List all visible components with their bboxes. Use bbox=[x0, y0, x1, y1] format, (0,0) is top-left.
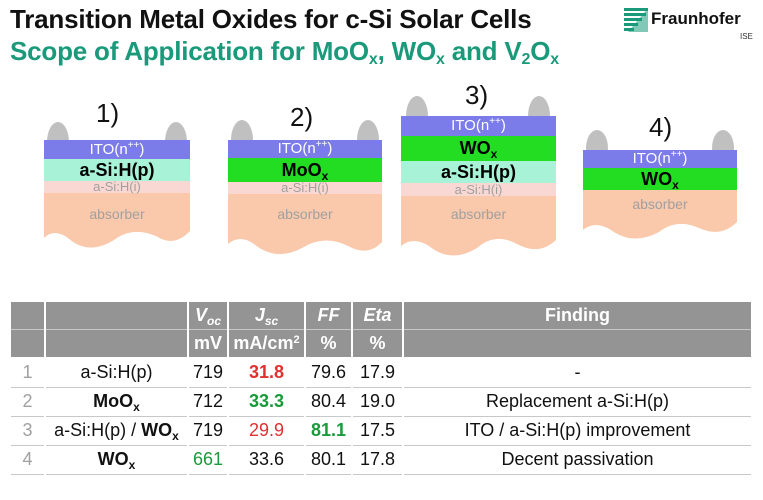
units-jsc: mA/cm2 bbox=[228, 329, 306, 359]
layer-wox: WOx bbox=[583, 168, 737, 191]
logo-name: Fraunhofer bbox=[651, 9, 741, 28]
slide-title: Transition Metal Oxides for c-Si Solar C… bbox=[10, 4, 532, 34]
stack-number: 1) bbox=[96, 98, 120, 128]
logo-sub: ISE bbox=[740, 32, 753, 41]
layer-a-si-p: a-Si:H(p) bbox=[44, 159, 190, 181]
stack-number: 3) bbox=[465, 80, 489, 110]
header-eta: Eta bbox=[352, 302, 404, 330]
units-voc: mV bbox=[188, 329, 229, 359]
row-eta: 17.5 bbox=[352, 416, 404, 446]
row-index: 2 bbox=[11, 387, 46, 417]
table-row: 2 MoOx 712 33.3 80.4 19.0 Replacement a-… bbox=[11, 387, 753, 417]
stack-4: 4) ITO(n++) WOx absorber bbox=[583, 112, 737, 252]
layer-ito: ITO(n++) bbox=[44, 140, 190, 159]
row-label: a-Si:H(p) / WOx bbox=[45, 416, 189, 446]
row-index: 1 bbox=[11, 358, 46, 388]
row-finding: Replacement a-Si:H(p) bbox=[403, 387, 753, 417]
row-label: a-Si:H(p) bbox=[45, 358, 189, 388]
row-ff: 81.1 bbox=[305, 416, 353, 446]
row-jsc: 33.6 bbox=[228, 445, 306, 475]
table-row: 4 WOx 661 33.6 80.1 17.8 Decent passivat… bbox=[11, 445, 753, 475]
units-label bbox=[45, 329, 189, 359]
layer-absorber: absorber bbox=[632, 196, 688, 212]
row-eta: 17.9 bbox=[352, 358, 404, 388]
table-row: 3 a-Si:H(p) / WOx 719 29.9 81.1 17.5 ITO… bbox=[11, 416, 753, 446]
header-voc: Voc bbox=[188, 302, 229, 330]
table-units-row: mV mA/cm2 % % bbox=[11, 329, 753, 359]
row-ff: 80.1 bbox=[305, 445, 353, 475]
slide-subtitle: Scope of Application for MoOx, WOx and V… bbox=[10, 36, 559, 68]
row-voc: 712 bbox=[188, 387, 229, 417]
table-header-row: Voc Jsc FF Eta Finding bbox=[11, 302, 753, 330]
layer-absorber: absorber bbox=[450, 206, 507, 222]
layer-ito: ITO(n++) bbox=[401, 116, 556, 136]
units-idx bbox=[11, 329, 46, 359]
layer-a-si-i: a-Si:H(i) bbox=[228, 181, 382, 194]
header-label bbox=[45, 302, 189, 330]
results-table: Voc Jsc FF Eta Finding mV mA/cm2 % % 1 a… bbox=[11, 302, 753, 475]
row-finding: - bbox=[403, 358, 753, 388]
units-finding bbox=[403, 329, 753, 359]
row-ff: 79.6 bbox=[305, 358, 353, 388]
fraunhofer-logo-icon bbox=[624, 8, 648, 32]
row-eta: 17.8 bbox=[352, 445, 404, 475]
stack-3: 3) ITO(n++) WOx a-Si:H(p) a-Si:H(i) abso… bbox=[401, 80, 556, 270]
layer-ito: ITO(n++) bbox=[583, 150, 737, 168]
row-index: 3 bbox=[11, 416, 46, 446]
stack-1: 1) ITO(n++) a-Si:H(p) a-Si:H(i) absorber bbox=[44, 98, 190, 258]
row-finding: ITO / a-Si:H(p) improvement bbox=[403, 416, 753, 446]
row-eta: 19.0 bbox=[352, 387, 404, 417]
layer-absorber: absorber bbox=[89, 206, 145, 222]
layer-wox: WOx bbox=[401, 136, 556, 161]
row-jsc: 29.9 bbox=[228, 416, 306, 446]
layer-absorber: absorber bbox=[277, 206, 333, 222]
row-index: 4 bbox=[11, 445, 46, 475]
row-label: MoOx bbox=[45, 387, 189, 417]
layer-a-si-p: a-Si:H(p) bbox=[401, 161, 556, 183]
header-jsc: Jsc bbox=[228, 302, 306, 330]
layer-a-si-i: a-Si:H(i) bbox=[44, 180, 190, 193]
stack-number: 2) bbox=[290, 102, 314, 132]
row-voc: 719 bbox=[188, 358, 229, 388]
header-finding: Finding bbox=[403, 302, 753, 330]
row-voc: 719 bbox=[188, 416, 229, 446]
stack-2: 2) ITO(n++) MoOx a-Si:H(i) absorber bbox=[228, 102, 382, 262]
layer-ito: ITO(n++) bbox=[228, 140, 382, 158]
row-jsc: 31.8 bbox=[228, 358, 306, 388]
units-ff: % bbox=[305, 329, 353, 359]
row-voc: 661 bbox=[188, 445, 229, 475]
layer-moox: MoOx bbox=[228, 158, 382, 182]
row-finding: Decent passivation bbox=[403, 445, 753, 475]
row-ff: 80.4 bbox=[305, 387, 353, 417]
table-row: 1 a-Si:H(p) 719 31.8 79.6 17.9 - bbox=[11, 358, 753, 388]
row-jsc: 33.3 bbox=[228, 387, 306, 417]
units-eta: % bbox=[352, 329, 404, 359]
stack-number: 4) bbox=[649, 112, 673, 142]
layer-a-si-i: a-Si:H(i) bbox=[401, 183, 556, 196]
row-label: WOx bbox=[45, 445, 189, 475]
header-ff: FF bbox=[305, 302, 353, 330]
header-idx bbox=[11, 302, 46, 330]
